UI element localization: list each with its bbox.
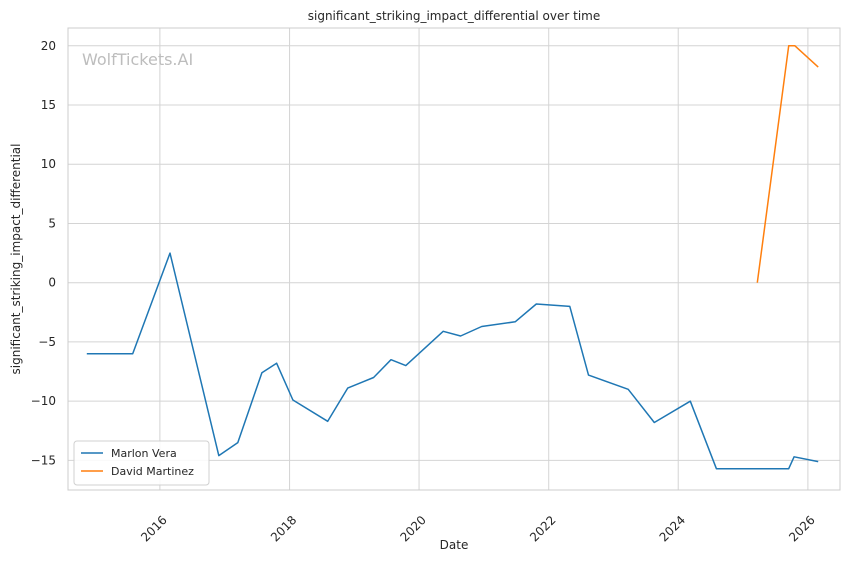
- legend-label-marlon-vera: Marlon Vera: [111, 447, 177, 460]
- data-point-david-martinez: [794, 45, 796, 47]
- data-point-marlon-vera: [689, 400, 691, 402]
- y-tick-label: 10: [41, 157, 56, 171]
- series-group: [86, 45, 819, 470]
- data-point-marlon-vera: [653, 421, 655, 423]
- plot-frame: [67, 27, 841, 491]
- data-point-marlon-vera: [460, 335, 462, 337]
- y-tick-label: 5: [48, 216, 56, 230]
- data-point-marlon-vera: [169, 252, 171, 254]
- grid: [68, 28, 840, 490]
- data-point-marlon-vera: [132, 353, 134, 355]
- data-point-marlon-vera: [292, 399, 294, 401]
- data-point-marlon-vera: [405, 365, 407, 367]
- y-tick-label: −15: [31, 453, 56, 467]
- data-point-marlon-vera: [347, 387, 349, 389]
- data-point-marlon-vera: [218, 455, 220, 457]
- series-line-david-martinez: [756, 45, 819, 283]
- legend-box: [73, 440, 210, 486]
- y-tick-label: −5: [38, 335, 56, 349]
- data-point-david-martinez: [756, 282, 758, 284]
- data-point-marlon-vera: [587, 374, 589, 376]
- data-point-david-martinez: [817, 66, 819, 68]
- watermark: WolfTickets.AI: [82, 50, 193, 69]
- data-point-marlon-vera: [715, 468, 717, 470]
- data-point-marlon-vera: [373, 376, 375, 378]
- legend: Marlon Vera David Martinez: [73, 440, 210, 486]
- data-point-marlon-vera: [817, 461, 819, 463]
- data-point-marlon-vera: [442, 330, 444, 332]
- y-axis-title: significant_striking_impact_differential: [9, 144, 23, 375]
- data-point-marlon-vera: [535, 303, 537, 305]
- y-tick-label: 15: [41, 98, 56, 112]
- x-axis-title: Date: [440, 538, 469, 552]
- data-point-marlon-vera: [788, 468, 790, 470]
- y-tick-label: 0: [48, 276, 56, 290]
- data-point-marlon-vera: [569, 305, 571, 307]
- data-point-marlon-vera: [276, 362, 278, 364]
- legend-label-david-martinez: David Martinez: [111, 465, 194, 478]
- data-point-marlon-vera: [261, 372, 263, 374]
- data-point-marlon-vera: [793, 456, 795, 458]
- data-point-marlon-vera: [390, 359, 392, 361]
- data-point-marlon-vera: [237, 442, 239, 444]
- chart-title: significant_striking_impact_differential…: [308, 9, 600, 23]
- data-point-marlon-vera: [86, 353, 88, 355]
- data-point-marlon-vera: [627, 388, 629, 390]
- data-point-marlon-vera: [514, 321, 516, 323]
- y-tick-label: −10: [31, 394, 56, 408]
- series-line-marlon-vera: [86, 252, 819, 470]
- data-point-marlon-vera: [327, 420, 329, 422]
- y-tick-label: 20: [41, 39, 56, 53]
- data-point-david-martinez: [788, 45, 790, 47]
- data-point-marlon-vera: [481, 326, 483, 328]
